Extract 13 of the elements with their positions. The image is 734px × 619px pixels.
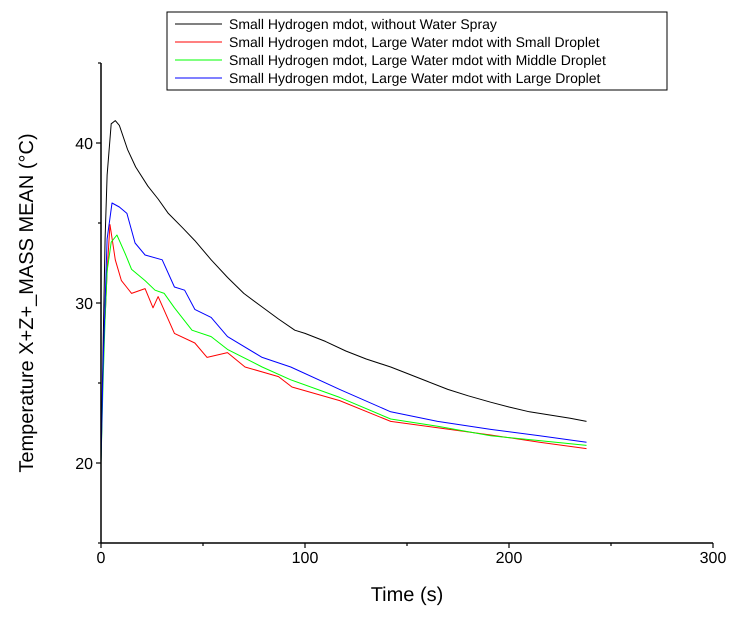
x-axis-title: Time (s) — [370, 584, 444, 606]
y-tick-label: 20 — [75, 456, 94, 473]
legend-label: Small Hydrogen mdot, Large Water mdot with Middle Droplet — [229, 52, 606, 68]
x-tick-label: 300 — [700, 550, 726, 567]
x-tick-label: 0 — [96, 550, 106, 567]
x-tick-label: 100 — [292, 550, 318, 567]
legend-label: Small Hydrogen mdot, without Water Spray — [229, 16, 497, 32]
x-tick-label: 200 — [496, 550, 522, 567]
y-tick-label: 30 — [75, 296, 94, 313]
legend-label: Small Hydrogen mdot, Large Water mdot with Large Droplet — [229, 70, 601, 86]
y-tick-label: 40 — [75, 136, 94, 153]
y-axis-title: Temperature X+Z+_MASS MEAN (°C) — [16, 133, 38, 473]
legend-label: Small Hydrogen mdot, Large Water mdot with Small Droplet — [229, 34, 600, 50]
